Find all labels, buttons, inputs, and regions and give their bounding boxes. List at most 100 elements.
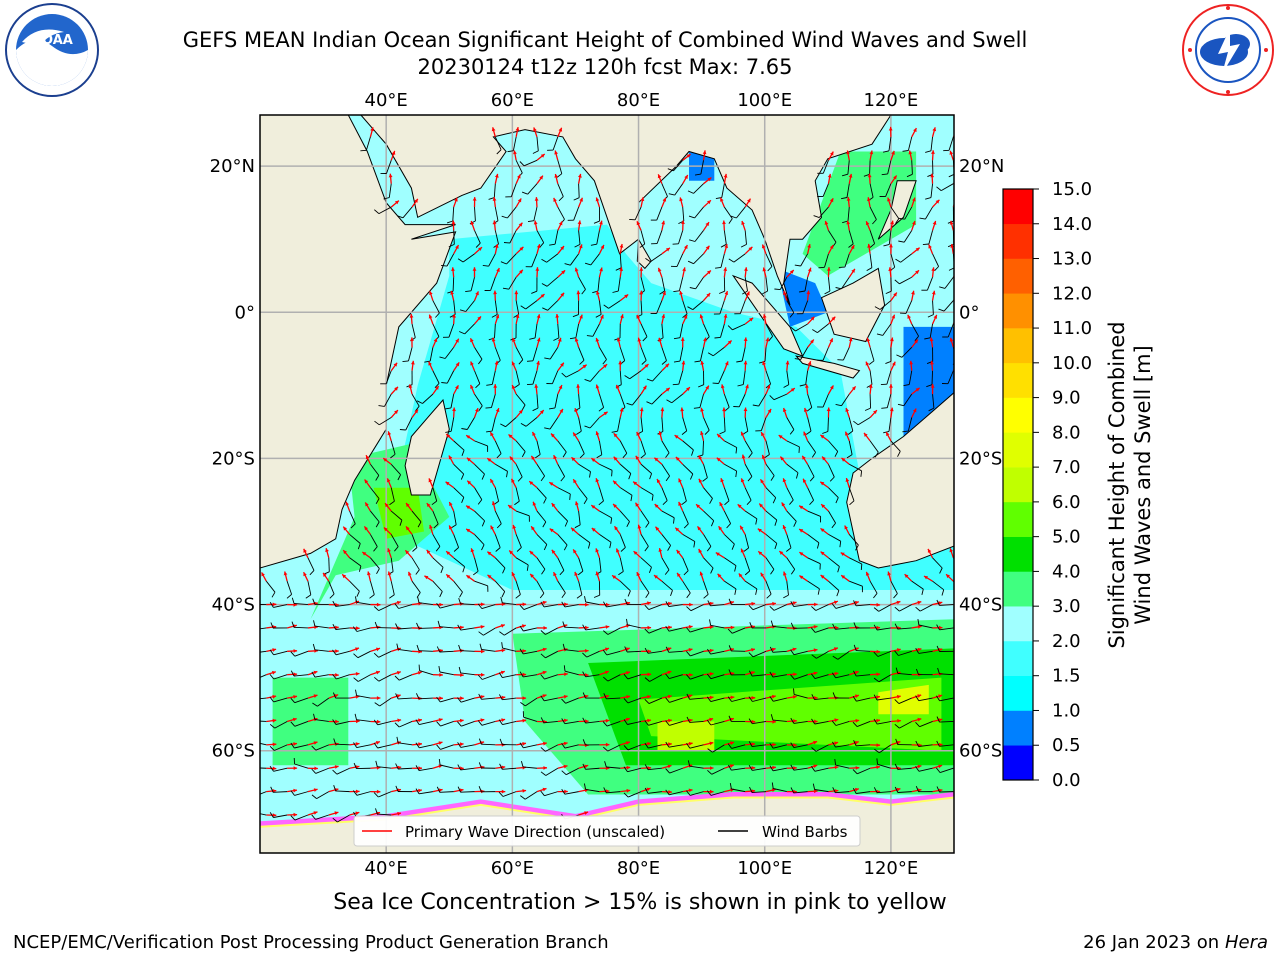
wind-barb-flag xyxy=(686,693,691,700)
wave-arrow-head xyxy=(668,718,672,723)
wind-barb xyxy=(439,671,454,676)
wind-barb xyxy=(668,627,683,632)
wave-arrow-head xyxy=(844,525,848,530)
wind-barb xyxy=(786,510,797,522)
wave-arrow-head xyxy=(949,150,954,155)
wind-barb xyxy=(652,370,663,382)
wind-barb-flag xyxy=(816,542,820,549)
wind-barb xyxy=(544,697,558,702)
colorbar-label-line1: Significant Height of Combined xyxy=(1105,321,1129,648)
colorbar-tick-label: 3.0 xyxy=(1052,596,1081,617)
wind-barb xyxy=(710,650,725,655)
colorbar-tick-label: 4.0 xyxy=(1052,561,1081,582)
wave-arrow-head xyxy=(549,528,554,533)
wave-arrow-head xyxy=(684,175,688,179)
wind-barb-flag xyxy=(687,190,694,194)
wind-barb xyxy=(599,463,613,471)
wind-barb xyxy=(765,487,777,499)
wave-arrow-head xyxy=(724,291,729,295)
wind-barb xyxy=(399,674,413,681)
wind-barb xyxy=(682,463,694,475)
wind-barb xyxy=(804,277,809,292)
wind-barb xyxy=(446,253,455,267)
wind-barb xyxy=(815,744,829,752)
wind-barb-flag xyxy=(453,547,459,552)
wave-arrow-head xyxy=(626,671,630,675)
wind-barb-flag xyxy=(876,758,878,765)
wave-arrow-head xyxy=(494,360,499,365)
wave-arrow-head xyxy=(272,718,277,723)
wind-barb-flag xyxy=(461,497,465,503)
wind-barb xyxy=(723,206,733,219)
wind-barb-flag xyxy=(834,759,837,766)
wave-arrow xyxy=(953,627,954,629)
wave-arrow-head xyxy=(710,789,714,794)
wind-barb-flag xyxy=(667,168,674,172)
wind-barb xyxy=(495,463,508,472)
colorbar-segment xyxy=(1003,293,1033,329)
wind-barb xyxy=(509,230,517,244)
wave-arrow-head xyxy=(355,647,359,651)
wave-arrow-head xyxy=(723,173,728,178)
wind-barb xyxy=(742,370,746,385)
wave-arrow-head xyxy=(540,154,545,158)
wind-barb-flag xyxy=(478,693,482,700)
wind-barb xyxy=(411,557,420,570)
wave-arrow-head xyxy=(579,197,583,202)
wave-arrow-head xyxy=(740,431,745,436)
wind-barb-flag xyxy=(501,215,508,219)
wind-barb xyxy=(335,790,350,793)
wave-arrow-head xyxy=(647,649,652,654)
wind-barb xyxy=(793,604,808,608)
wave-arrow-head xyxy=(715,552,720,557)
wind-barb xyxy=(510,183,517,197)
wave-arrow-head xyxy=(751,696,756,700)
wind-barb xyxy=(939,767,954,774)
wind-barb-flag xyxy=(447,290,454,294)
wind-barb xyxy=(627,767,642,773)
wind-barb-flag xyxy=(936,624,940,631)
wave-arrow-head xyxy=(751,648,755,652)
wind-barb xyxy=(673,160,684,172)
wave-arrow-head xyxy=(543,626,547,630)
wind-barb-flag xyxy=(925,150,932,153)
wave-arrow-head xyxy=(876,718,880,723)
wave-arrow-head xyxy=(743,337,748,341)
wind-barb-flag xyxy=(520,305,526,310)
wind-barb xyxy=(877,650,892,657)
wind-barb-flag xyxy=(439,356,446,359)
wave-arrow-head xyxy=(833,600,838,605)
wind-barb-flag xyxy=(769,696,774,702)
wind-barb-flag xyxy=(540,601,545,608)
wind-barb xyxy=(918,767,933,772)
wave-arrow-head xyxy=(771,694,776,699)
wave-arrow-head xyxy=(698,478,703,483)
wind-barb xyxy=(856,744,871,747)
wind-barb-flag xyxy=(558,196,564,202)
wave-arrow-head xyxy=(472,197,477,201)
wave-arrow-head xyxy=(710,766,714,770)
wind-barb xyxy=(474,580,488,587)
wave-arrow-head xyxy=(595,478,600,483)
wind-barb-flag xyxy=(481,473,485,480)
wind-barb-flag xyxy=(811,718,816,725)
wave-arrow-head xyxy=(688,625,693,629)
wind-barb-flag xyxy=(521,191,528,195)
wave-arrow-head xyxy=(542,670,547,675)
wave-arrow-head xyxy=(655,526,660,531)
wind-barb xyxy=(557,580,566,594)
vector-field xyxy=(260,126,954,823)
wind-barb-flag xyxy=(458,597,461,604)
wind-barb xyxy=(773,744,787,749)
wind-barb xyxy=(656,206,663,221)
wind-barb xyxy=(939,673,954,676)
wind-barb-flag xyxy=(764,454,770,459)
wind-barb-flag xyxy=(441,382,448,384)
wind-barb xyxy=(515,487,520,502)
wind-barb-flag xyxy=(936,599,940,606)
wave-arrow-head xyxy=(549,482,554,486)
wave-arrow-head xyxy=(668,790,672,794)
colorbar-segment xyxy=(1003,362,1033,398)
wave-arrow-head xyxy=(722,407,726,412)
wind-barb xyxy=(314,719,329,722)
